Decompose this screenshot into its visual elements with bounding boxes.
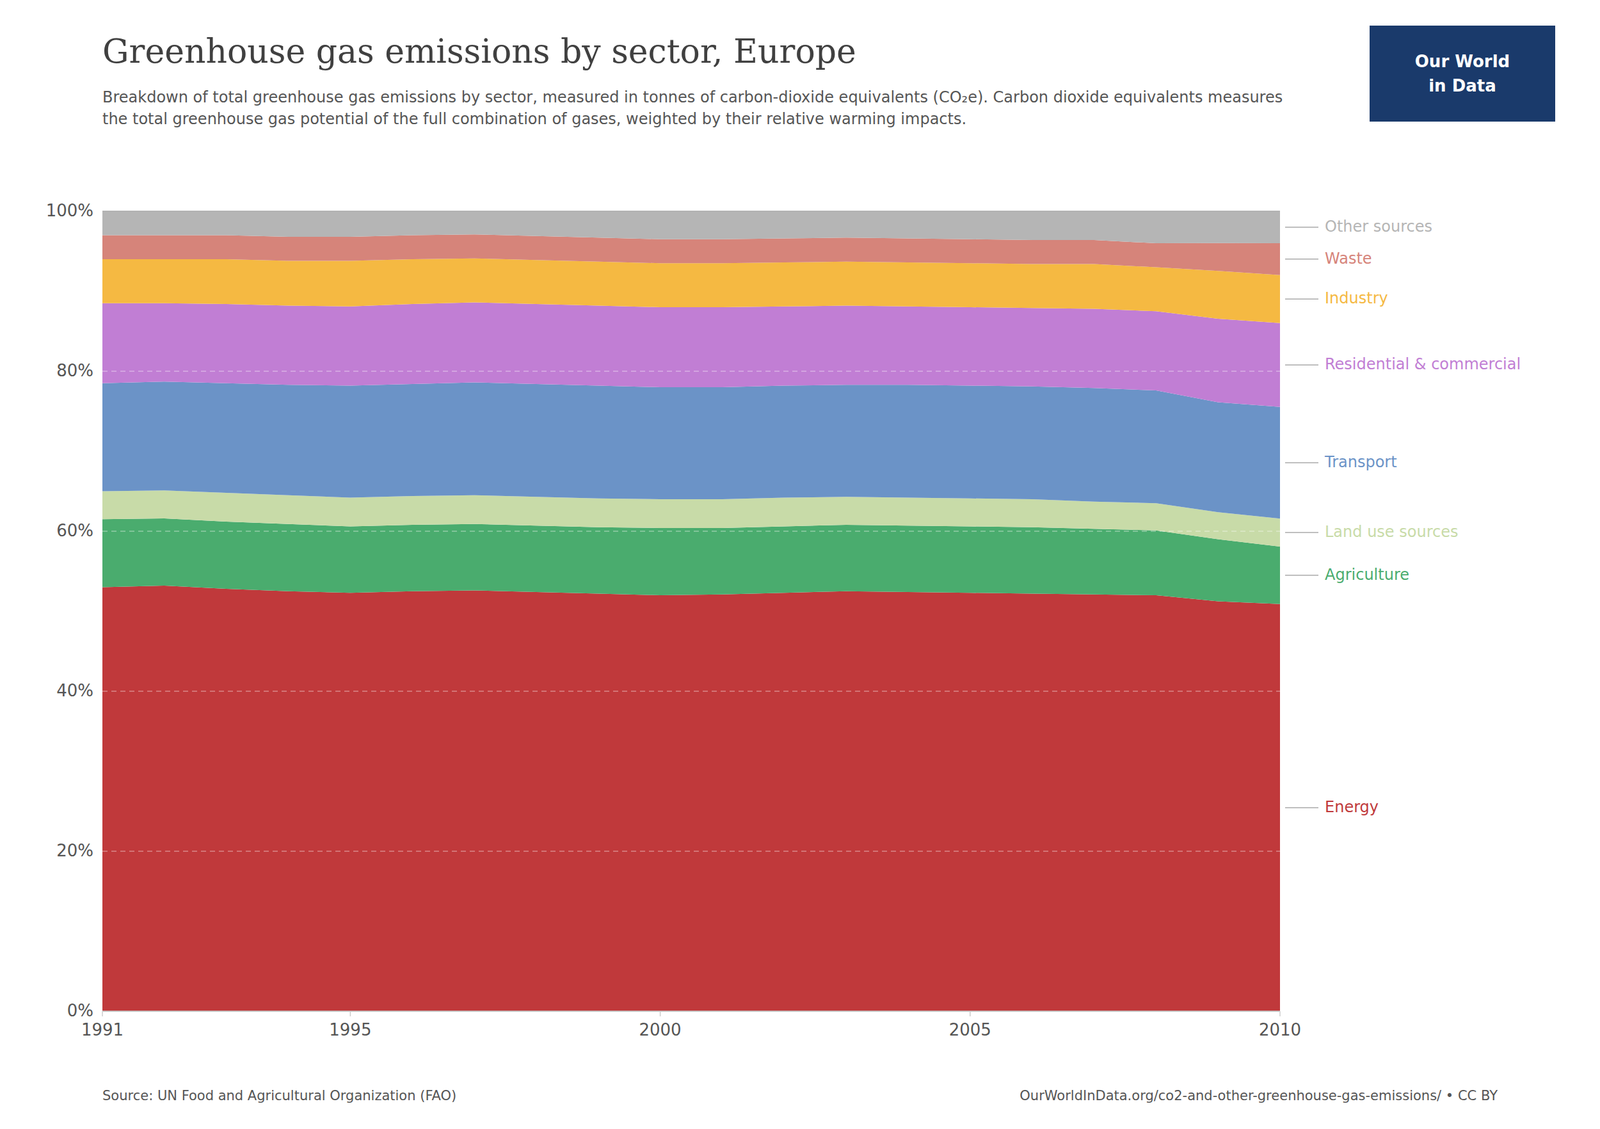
legend-label: Land use sources (1324, 522, 1458, 541)
legend-leader (1285, 531, 1319, 534)
legend-leader (1285, 298, 1319, 300)
x-tick (659, 1011, 662, 1017)
x-tick (1279, 1011, 1281, 1017)
legend-leader (1285, 226, 1319, 228)
y-tick-label: 100% (46, 200, 94, 221)
x-tick-label: 1995 (328, 1020, 372, 1040)
chart: 0% 20% 40% 60% 80% 100% 1991 1995 2000 2005 2010 En… (0, 0, 1600, 1129)
grid (102, 211, 1280, 1012)
logo-text: Our World (1415, 49, 1510, 74)
logo-text: in Data (1428, 73, 1497, 98)
legend-label: Agriculture (1324, 565, 1410, 584)
x-axis: 1991 1995 2000 2005 2010 (81, 1011, 1302, 1040)
legend-leader (1285, 807, 1319, 809)
x-axis-line (102, 1010, 1280, 1012)
legend-label: Other sources (1324, 217, 1433, 236)
x-tick-label: 2005 (949, 1020, 992, 1040)
logo: Our Worldin Data (1369, 25, 1556, 122)
y-axis: 0% 20% 40% 60% 80% 100% (46, 200, 94, 1021)
subtitle: Breakdown of total greenhouse gas emissi… (102, 86, 1287, 130)
legend-leader (1285, 258, 1319, 260)
area (102, 234, 1280, 276)
source: Source: UN Food and Agricultural Organiz… (102, 1088, 457, 1104)
x-tick (350, 1011, 352, 1017)
credit: OurWorldInData.org/co2-and-other-greenho… (1019, 1088, 1498, 1104)
y-tick-label: 20% (56, 840, 94, 861)
grid-line (102, 851, 1280, 852)
x-tick (969, 1011, 971, 1017)
grid-line (102, 691, 1280, 692)
legend-label: Transport (1324, 453, 1398, 472)
area (102, 585, 1280, 1012)
legend-leader (1285, 574, 1319, 576)
legend-label: Residential & commercial (1324, 355, 1521, 374)
legend-label: Energy (1324, 798, 1379, 816)
area (102, 211, 1280, 244)
legend: Energy Agriculture Land use sources Transpo… (1285, 217, 1521, 816)
grid-line (102, 531, 1280, 532)
x-tick-label: 2010 (1258, 1020, 1302, 1040)
y-tick-label: 80% (56, 360, 94, 381)
area (102, 258, 1280, 324)
y-tick-label: 60% (56, 520, 94, 541)
y-tick-label: 40% (56, 680, 94, 701)
x-tick (101, 1011, 104, 1017)
areas (102, 211, 1280, 1012)
legend-leader (1285, 462, 1319, 464)
x-tick-label: 1991 (81, 1020, 124, 1040)
title: Greenhouse gas emissions by sector, Euro… (102, 32, 1319, 71)
legend-leader (1285, 364, 1319, 366)
legend-label: Waste (1324, 249, 1373, 268)
area (102, 302, 1280, 408)
y-tick-label: 0% (67, 1000, 94, 1021)
x-tick-label: 2000 (638, 1020, 681, 1040)
grid-line (102, 1010, 1280, 1012)
grid-line (102, 371, 1280, 372)
area (102, 518, 1280, 605)
area (102, 381, 1280, 519)
legend-label: Industry (1324, 289, 1389, 308)
grid-line (102, 210, 1280, 212)
